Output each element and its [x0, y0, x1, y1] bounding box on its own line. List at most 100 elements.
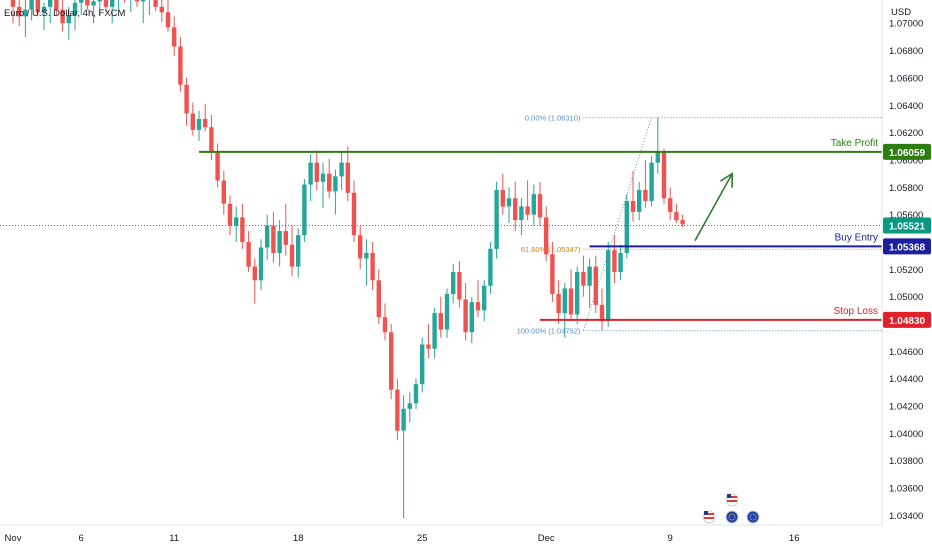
- fib-level-label[interactable]: 100.00% (1.04752): [517, 327, 581, 336]
- candle[interactable]: [215, 143, 220, 188]
- level-label[interactable]: Buy Entry: [835, 232, 878, 243]
- candle[interactable]: [494, 181, 499, 259]
- time-tick-label[interactable]: 6: [79, 533, 84, 544]
- candle[interactable]: [376, 269, 381, 325]
- candle[interactable]: [172, 16, 177, 57]
- currency-label[interactable]: USD: [891, 7, 911, 18]
- level-price-value[interactable]: 1.04830: [889, 316, 926, 327]
- candle[interactable]: [444, 288, 450, 338]
- candle[interactable]: [668, 187, 673, 221]
- candle[interactable]: [382, 303, 388, 341]
- economic-events[interactable]: [702, 493, 760, 524]
- candle[interactable]: [333, 169, 338, 215]
- candle[interactable]: [537, 181, 543, 226]
- candle[interactable]: [358, 225, 363, 270]
- candle[interactable]: [680, 214, 685, 227]
- candle[interactable]: [227, 195, 233, 236]
- candle[interactable]: [178, 36, 183, 92]
- candle[interactable]: [110, 0, 115, 24]
- price-tick-label[interactable]: 1.06600: [889, 73, 923, 84]
- candle[interactable]: [283, 203, 288, 256]
- price-tick-label[interactable]: 1.04200: [889, 402, 923, 413]
- candle[interactable]: [221, 170, 226, 215]
- candle[interactable]: [606, 241, 611, 327]
- candle[interactable]: [581, 255, 586, 297]
- candle[interactable]: [85, 0, 90, 10]
- candle[interactable]: [320, 162, 326, 208]
- candle[interactable]: [420, 337, 425, 393]
- price-tick-label[interactable]: 1.06000: [889, 155, 923, 166]
- candle[interactable]: [389, 324, 394, 400]
- candle[interactable]: [35, 0, 40, 17]
- us-flag-icon[interactable]: [702, 510, 716, 524]
- level-price-tag[interactable]: 1.04830: [883, 311, 931, 328]
- candle[interactable]: [252, 258, 257, 304]
- candle[interactable]: [91, 0, 96, 24]
- candle[interactable]: [525, 180, 530, 221]
- candle[interactable]: [643, 159, 648, 208]
- candle[interactable]: [54, 0, 59, 16]
- candle[interactable]: [302, 179, 307, 242]
- price-tick-label[interactable]: 1.05600: [889, 210, 923, 221]
- candle[interactable]: [519, 198, 524, 236]
- candle[interactable]: [271, 211, 276, 263]
- time-tick-label[interactable]: 25: [417, 533, 428, 544]
- candle[interactable]: [475, 280, 481, 318]
- candle[interactable]: [463, 283, 468, 341]
- candle[interactable]: [196, 110, 202, 141]
- candle[interactable]: [401, 395, 406, 519]
- symbol-title[interactable]: Euro / U.S. Dollar, 4h, FXCM: [4, 8, 126, 19]
- time-tick-label[interactable]: 9: [668, 533, 673, 544]
- candle[interactable]: [203, 103, 208, 132]
- candle[interactable]: [637, 181, 642, 221]
- candle[interactable]: [562, 283, 567, 338]
- candle[interactable]: [500, 173, 505, 215]
- candle[interactable]: [66, 6, 71, 40]
- candle[interactable]: [451, 263, 456, 304]
- candle[interactable]: [296, 228, 301, 278]
- candle[interactable]: [79, 0, 84, 16]
- price-tick-label[interactable]: 1.06400: [889, 101, 923, 112]
- candle[interactable]: [277, 220, 282, 267]
- us-flag-icon[interactable]: [725, 493, 739, 507]
- price-tick-label[interactable]: 1.05000: [889, 292, 923, 303]
- candle[interactable]: [351, 180, 357, 242]
- candle[interactable]: [364, 239, 369, 286]
- candle[interactable]: [103, 0, 109, 13]
- candle[interactable]: [506, 187, 512, 223]
- price-tick-label[interactable]: 1.06200: [889, 128, 923, 139]
- candle[interactable]: [29, 0, 34, 21]
- candle[interactable]: [482, 280, 487, 322]
- candle[interactable]: [513, 181, 518, 232]
- level-label[interactable]: Stop Loss: [834, 306, 878, 317]
- candle[interactable]: [469, 296, 474, 344]
- candle[interactable]: [240, 203, 245, 249]
- price-tick-label[interactable]: 1.03400: [889, 511, 923, 522]
- eu-flag-icon[interactable]: [725, 510, 739, 524]
- candle[interactable]: [568, 269, 574, 322]
- candle[interactable]: [97, 0, 102, 16]
- candle[interactable]: [289, 225, 295, 277]
- candle[interactable]: [426, 324, 431, 359]
- candle[interactable]: [556, 280, 561, 325]
- candle[interactable]: [23, 0, 28, 37]
- time-tick-label[interactable]: 16: [789, 533, 800, 544]
- current-price-value[interactable]: 1.05521: [889, 221, 926, 232]
- candle[interactable]: [587, 258, 592, 308]
- candle[interactable]: [141, 0, 146, 24]
- price-tick-label[interactable]: 1.07000: [889, 19, 923, 30]
- trend-arrow[interactable]: [694, 172, 734, 242]
- candle[interactable]: [72, 0, 78, 31]
- fib-level-label[interactable]: 61.80% (1.05347): [521, 245, 581, 254]
- candle[interactable]: [432, 307, 437, 359]
- candle[interactable]: [184, 77, 189, 126]
- candle[interactable]: [370, 241, 375, 290]
- candle[interactable]: [544, 206, 549, 262]
- candle[interactable]: [593, 255, 598, 314]
- price-tick-label[interactable]: 1.03800: [889, 456, 923, 467]
- candle[interactable]: [10, 0, 16, 24]
- candle[interactable]: [413, 378, 419, 409]
- fib-level-label[interactable]: 0.00% (1.06310): [525, 114, 581, 123]
- time-tick-label[interactable]: Nov: [5, 533, 22, 544]
- candle[interactable]: [457, 261, 462, 308]
